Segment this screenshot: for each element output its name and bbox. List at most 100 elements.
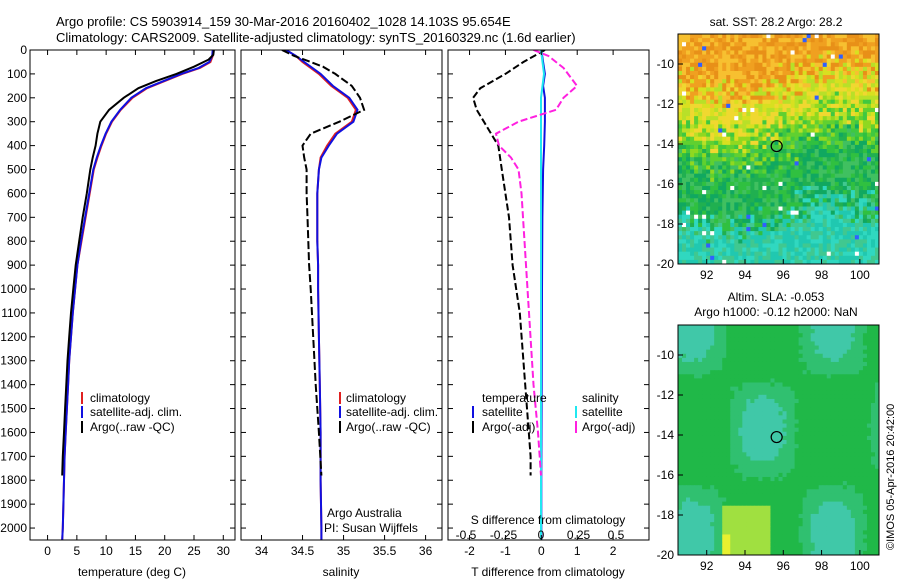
map-cell <box>850 198 856 203</box>
map-cell <box>758 161 763 166</box>
map-cell <box>830 70 836 76</box>
map-cell <box>830 210 836 216</box>
map-cell <box>842 472 848 478</box>
map-cell <box>858 62 864 68</box>
map-cell <box>746 394 751 400</box>
map-cell <box>842 103 848 109</box>
map-cell <box>754 255 759 261</box>
map-cell <box>722 128 727 133</box>
map-cell <box>706 99 711 105</box>
map-cell <box>730 95 735 101</box>
map-cell <box>790 107 795 113</box>
map-cell <box>706 107 711 113</box>
map-cell <box>866 38 872 43</box>
map-cell <box>762 374 767 379</box>
map-cell <box>766 452 771 457</box>
map-cell <box>802 235 808 240</box>
map-cell <box>762 456 767 461</box>
map-cell <box>850 206 856 212</box>
map-cell <box>874 427 879 433</box>
map-cell <box>774 95 779 101</box>
map-cell <box>678 431 683 437</box>
map-cell <box>870 329 876 334</box>
map-cell <box>822 87 828 92</box>
map-cell <box>690 116 695 121</box>
map-cell <box>738 54 743 60</box>
map-cell <box>738 247 743 253</box>
map-cell <box>778 128 783 133</box>
map-cell <box>706 128 711 133</box>
map-cell <box>698 329 703 334</box>
map-cell <box>778 415 783 420</box>
map-cell <box>786 235 791 240</box>
map-cell <box>698 325 703 330</box>
map-cell <box>746 423 751 429</box>
map-cell <box>802 116 808 121</box>
map-cell <box>794 198 799 203</box>
map-cell <box>798 144 804 150</box>
map-cell <box>698 112 703 117</box>
map-cell <box>866 341 872 346</box>
map-cell <box>742 218 747 224</box>
map-cell <box>714 169 719 175</box>
map-cell <box>738 419 743 424</box>
map-cell <box>810 235 816 240</box>
map-cell <box>698 83 703 88</box>
map-cell <box>682 452 687 457</box>
map-cell <box>770 329 775 334</box>
map-cell <box>842 58 848 64</box>
map-cell <box>870 419 876 424</box>
map-cell <box>726 66 731 72</box>
map-cell <box>786 333 791 338</box>
map-cell <box>822 247 828 253</box>
map-cell <box>770 444 775 449</box>
map-cell <box>866 259 872 264</box>
map-cell <box>874 366 879 371</box>
map-cell <box>790 144 795 150</box>
map-cell <box>678 423 683 429</box>
map-cell <box>678 374 683 379</box>
map-cell <box>774 190 779 195</box>
map-cell <box>862 444 868 449</box>
map-cell <box>810 407 816 412</box>
map-cell <box>722 181 727 187</box>
map-cell <box>762 128 767 133</box>
map-cell <box>794 460 799 466</box>
map-cell <box>802 251 808 257</box>
map-cell <box>726 157 731 162</box>
map-cell <box>774 329 779 334</box>
temperature-axes-frame <box>29 49 236 541</box>
map-cell <box>770 99 775 105</box>
map-cell <box>846 83 852 88</box>
map-cell <box>794 427 799 433</box>
map-cell <box>798 411 804 416</box>
map-cell <box>842 206 848 212</box>
map-cell <box>798 34 804 39</box>
map-cell <box>710 448 715 453</box>
map-cell <box>782 460 787 466</box>
map-cell <box>826 194 832 199</box>
map-cell <box>870 243 876 248</box>
map-cell <box>790 218 795 224</box>
map-cell <box>698 440 703 445</box>
map-cell <box>822 329 828 334</box>
map-cell <box>874 99 879 105</box>
map-cell <box>718 259 723 264</box>
map-cell <box>854 103 860 109</box>
map-cell <box>830 353 836 359</box>
map-cell <box>874 435 879 441</box>
map-cell <box>802 75 808 80</box>
map-cell <box>858 407 864 412</box>
map-cell <box>838 214 844 220</box>
map-cell <box>858 403 864 408</box>
map-cell <box>770 214 775 220</box>
map-cell <box>758 50 763 55</box>
map-cell <box>850 177 856 183</box>
map-cell <box>874 75 879 80</box>
map-cell <box>742 157 747 162</box>
map-cell <box>730 140 735 146</box>
map-cell <box>870 70 876 76</box>
map-cell <box>794 361 799 367</box>
map-cell <box>810 103 816 109</box>
map-cell <box>850 431 856 437</box>
